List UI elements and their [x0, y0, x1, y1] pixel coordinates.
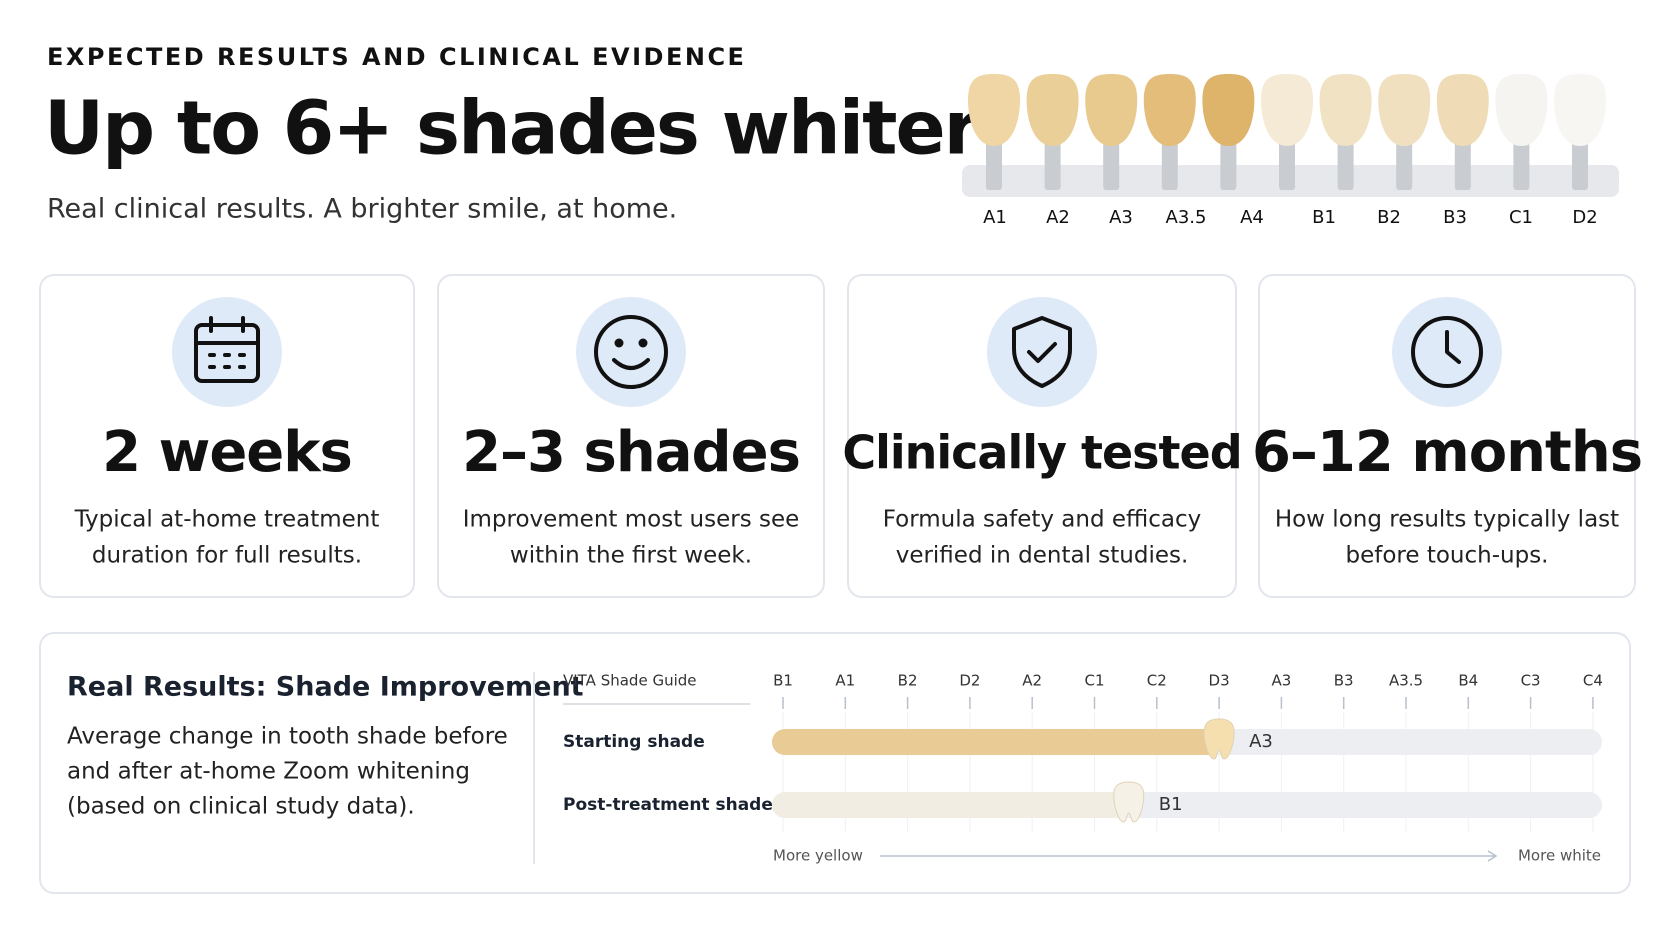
scale-label: C3	[1521, 672, 1541, 690]
tooth-stem	[1337, 140, 1354, 190]
stat-text: verified in dental studies.	[896, 543, 1189, 569]
tooth-stem	[1513, 140, 1530, 190]
scale-label: C2	[1147, 672, 1167, 690]
scale-label: C4	[1583, 672, 1603, 690]
tooth	[1202, 74, 1255, 146]
shade-label: C1	[1509, 207, 1533, 228]
scale-label: B1	[773, 672, 793, 690]
tooth-stem	[986, 140, 1002, 190]
shade-label: A1	[983, 207, 1007, 228]
tooth	[1554, 74, 1606, 146]
tooth	[1261, 74, 1313, 146]
shade-value: B1	[1159, 794, 1183, 815]
scale-label: C1	[1084, 672, 1104, 690]
scale-label: A1	[835, 672, 855, 690]
stat-value: 6–12 months	[1252, 420, 1642, 485]
tooth-stem	[1396, 140, 1413, 190]
stat-value: 2 weeks	[102, 420, 352, 485]
results-panel	[39, 632, 1631, 894]
axis-start: More yellow	[773, 847, 863, 865]
scale-label: B2	[898, 672, 918, 690]
stat-text: How long results typically last	[1275, 507, 1619, 533]
stat-card	[1258, 274, 1636, 598]
stat-text: Improvement most users see	[463, 507, 800, 533]
stat-text: before touch-ups.	[1346, 543, 1549, 569]
scale-label: D2	[959, 672, 980, 690]
icon-circle	[172, 297, 282, 407]
guide-label: VITA Shade Guide	[563, 672, 697, 690]
shade-label: A4	[1240, 207, 1264, 228]
results-chart: Average change in tooth shade before and …	[67, 672, 1603, 865]
results-text: and after at-home Zoom whitening	[67, 759, 470, 785]
shade-label: D2	[1572, 207, 1597, 228]
tooth-stem	[1103, 140, 1120, 190]
icon-circle	[987, 297, 1097, 407]
tooth	[1085, 74, 1138, 146]
results-title: Real Results: Shade Improvement	[67, 672, 584, 703]
results-text: (based on clinical study data).	[67, 794, 415, 820]
stat-text: within the first week.	[510, 543, 752, 569]
tooth	[1378, 74, 1431, 146]
stat-text: Typical at-home treatment	[74, 507, 380, 533]
shade-label: A3	[1109, 207, 1133, 228]
stat-text: duration for full results.	[92, 543, 362, 569]
tooth-stem	[1454, 140, 1471, 190]
tooth	[1436, 74, 1489, 146]
shade-label: B2	[1377, 207, 1401, 228]
row-label: Post-treatment shade	[563, 795, 773, 815]
stats: 2 weeks Typical at-home treatment duration…	[74, 420, 1643, 569]
shade-value: A3	[1249, 731, 1273, 752]
shield-icon	[1012, 316, 1072, 388]
calendar-icon	[194, 316, 260, 383]
title: Up to 6+ shades whiter	[44, 86, 981, 172]
scale-label: A3.5	[1389, 672, 1423, 690]
tooth-stem	[1572, 140, 1588, 190]
scale-label: B4	[1458, 672, 1478, 690]
stat-value: Clinically tested	[842, 426, 1241, 480]
stat-card	[847, 274, 1237, 598]
shade-guide: A1 A2 A3 A3.5 A4 B1 B2 B3 C1 D2	[968, 74, 1606, 228]
tooth-stem	[1161, 140, 1178, 190]
tooth	[1026, 74, 1079, 146]
shade-label: B1	[1312, 207, 1336, 228]
scale-label: B3	[1334, 672, 1354, 690]
arrow-head	[1487, 850, 1498, 862]
shade-label: B3	[1443, 207, 1467, 228]
scale-label: A2	[1022, 672, 1042, 690]
icon-circle	[576, 297, 686, 407]
tooth	[1319, 74, 1372, 146]
tooth-stem	[1220, 140, 1237, 190]
stat-card	[39, 274, 415, 598]
stat-value: 2–3 shades	[462, 420, 800, 485]
tooth	[968, 74, 1020, 146]
axis-end: More white	[1518, 847, 1601, 865]
tooth-stem	[1044, 140, 1061, 190]
tooth-stem	[1279, 140, 1295, 190]
scale-label: A3	[1271, 672, 1291, 690]
tooth-marker	[1113, 781, 1145, 823]
subtitle: Real clinical results. A brighter smile,…	[47, 194, 677, 225]
tooth	[1143, 74, 1196, 146]
results-text: Average change in tooth shade before	[67, 724, 508, 750]
row-label: Starting shade	[563, 732, 705, 752]
shade-label: A2	[1046, 207, 1070, 228]
smile-icon	[594, 315, 668, 389]
shade-bar	[772, 792, 1129, 818]
clock-icon	[1411, 316, 1483, 388]
stat-card	[437, 274, 825, 598]
shade-bar	[772, 729, 1220, 755]
eyebrow: EXPECTED RESULTS AND CLINICAL EVIDENCE	[47, 43, 746, 71]
stat-text: Formula safety and efficacy	[883, 507, 1202, 533]
scale-label: D3	[1209, 672, 1230, 690]
tooth-marker	[1203, 718, 1235, 760]
tooth	[1495, 74, 1548, 146]
shade-label: A3.5	[1166, 207, 1207, 228]
